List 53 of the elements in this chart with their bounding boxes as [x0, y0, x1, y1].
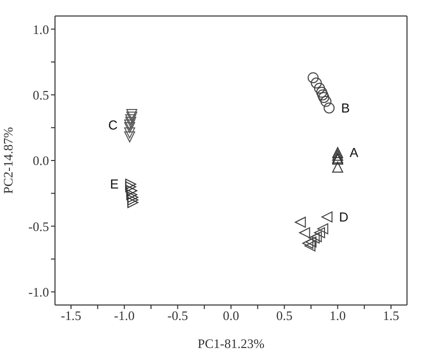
series-label: D [339, 210, 348, 225]
point [126, 112, 138, 123]
y-tick-label: 0.0 [32, 153, 49, 168]
point [125, 181, 136, 192]
point [308, 72, 319, 84]
point [324, 102, 335, 114]
y-tick-label: 1.0 [32, 22, 49, 37]
x-tick-label: 1.5 [382, 308, 400, 324]
point [127, 197, 138, 208]
point [316, 86, 328, 98]
point [310, 77, 322, 88]
point [332, 162, 344, 173]
y-tick-label: -1.0 [28, 284, 49, 300]
point [127, 192, 138, 203]
x-tick-label: 0.5 [276, 308, 292, 324]
x-tick-label: -1.5 [60, 308, 82, 324]
point [125, 178, 136, 190]
point [294, 216, 306, 228]
x-tick-label: -1.0 [114, 308, 135, 324]
point [124, 122, 136, 134]
point [314, 82, 326, 94]
point [124, 131, 136, 142]
point [124, 120, 136, 131]
point [332, 150, 344, 161]
series-label: B [341, 100, 350, 116]
series-label: E [110, 176, 120, 192]
point [320, 96, 332, 107]
point [304, 240, 316, 252]
point [125, 116, 136, 128]
point [299, 227, 310, 238]
point [318, 92, 330, 103]
series-label: A [350, 145, 359, 160]
y-axis-title: PC2-14.87% [0, 126, 16, 194]
x-tick-label: 1.0 [330, 308, 346, 324]
x-tick-label: 0.0 [222, 308, 240, 324]
point [125, 114, 136, 126]
point [332, 147, 344, 158]
point [126, 185, 138, 196]
point [124, 127, 136, 138]
y-tick-label: 0.5 [32, 87, 49, 102]
point [127, 194, 138, 206]
point [317, 89, 328, 100]
y-tick-label: -0.5 [28, 218, 49, 234]
x-axis-title: PC1-81.23% [198, 336, 265, 351]
point [314, 227, 326, 238]
point [322, 211, 332, 222]
point [126, 189, 138, 200]
point [302, 238, 314, 249]
x-tick-label: -0.5 [167, 308, 188, 324]
point [306, 236, 316, 248]
point [126, 109, 138, 120]
point [317, 223, 328, 234]
series-label: C [108, 118, 118, 133]
